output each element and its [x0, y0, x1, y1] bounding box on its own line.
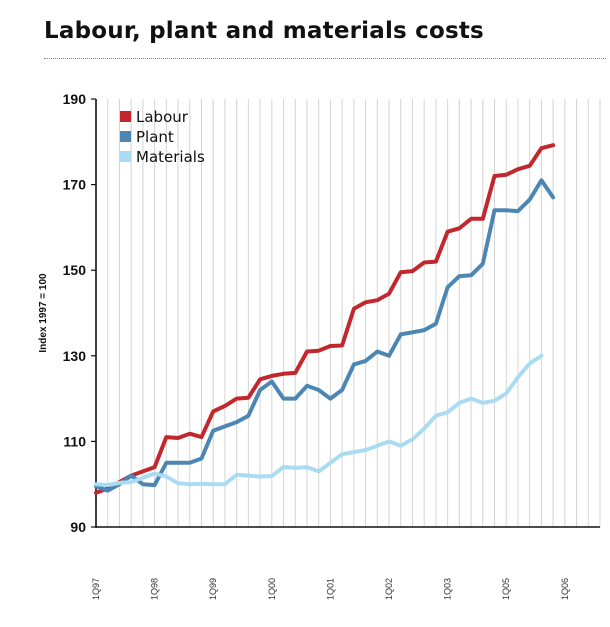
legend-swatch-labour	[120, 111, 131, 122]
x-tick-label: 1Q01	[325, 578, 335, 600]
legend-label-materials: Materials	[136, 148, 205, 166]
series-lines	[94, 143, 556, 495]
grid-lines	[107, 99, 601, 527]
legend-label-labour: Labour	[136, 108, 189, 126]
y-tick-label: 150	[63, 262, 87, 278]
x-tick-label: 1Q06	[560, 578, 570, 600]
legend: Labour Plant Materials	[120, 108, 205, 166]
x-tick-label: 1Q97	[91, 578, 101, 600]
x-tick-label: 1Q05	[501, 578, 511, 600]
y-tick-label: 130	[63, 348, 87, 364]
y-tick-label: 90	[70, 519, 86, 535]
x-tick-labels: 1Q97 1Q98 1Q99 1Q00 1Q01 1Q02 1Q03 1Q05 1Q06	[91, 578, 570, 600]
legend-swatch-plant	[120, 131, 131, 142]
y-tick-labels: 90 110 130 150 170 190	[63, 91, 87, 535]
axes	[91, 98, 600, 528]
x-tick-label: 1Q02	[384, 578, 394, 600]
series-line-materials	[94, 353, 544, 488]
series-line-labour	[94, 143, 556, 495]
title-divider	[44, 58, 606, 59]
series-line-plant	[94, 178, 556, 493]
legend-label-plant: Plant	[136, 128, 174, 146]
y-tick-label: 110	[63, 433, 86, 449]
chart-title: Labour, plant and materials costs	[44, 18, 484, 44]
x-tick-label: 1Q99	[208, 578, 218, 600]
y-tick-label: 170	[63, 177, 87, 193]
x-tick-label: 1Q00	[267, 578, 277, 600]
legend-swatch-materials	[120, 151, 131, 162]
y-axis-label: Index 1997 = 100	[38, 273, 49, 353]
x-tick-label: 1Q98	[150, 578, 160, 600]
x-tick-label: 1Q03	[443, 578, 453, 600]
y-tick-label: 190	[63, 91, 87, 107]
